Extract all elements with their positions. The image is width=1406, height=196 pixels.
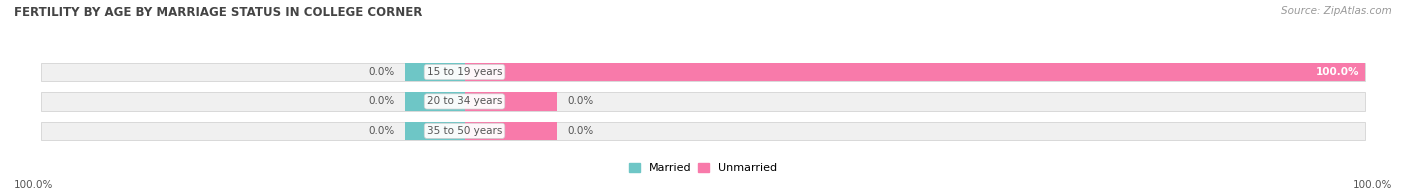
Text: FERTILITY BY AGE BY MARRIAGE STATUS IN COLLEGE CORNER: FERTILITY BY AGE BY MARRIAGE STATUS IN C… bbox=[14, 6, 422, 19]
Text: 20 to 34 years: 20 to 34 years bbox=[427, 96, 502, 106]
Bar bbox=[464, 92, 557, 111]
Bar bbox=[405, 122, 464, 140]
Text: 0.0%: 0.0% bbox=[368, 67, 394, 77]
Bar bbox=[405, 92, 464, 111]
Text: 100.0%: 100.0% bbox=[1316, 67, 1358, 77]
Text: 0.0%: 0.0% bbox=[568, 126, 595, 136]
Bar bbox=[41, 63, 1365, 81]
Bar bbox=[41, 122, 1365, 140]
Text: 0.0%: 0.0% bbox=[568, 96, 595, 106]
Bar bbox=[405, 63, 464, 81]
Bar bbox=[464, 63, 1365, 81]
Text: 0.0%: 0.0% bbox=[368, 96, 394, 106]
Bar bbox=[464, 122, 557, 140]
Text: 100.0%: 100.0% bbox=[14, 180, 53, 190]
Text: 15 to 19 years: 15 to 19 years bbox=[427, 67, 502, 77]
Legend: Married, Unmarried: Married, Unmarried bbox=[628, 163, 778, 173]
Text: Source: ZipAtlas.com: Source: ZipAtlas.com bbox=[1281, 6, 1392, 16]
Text: 100.0%: 100.0% bbox=[1353, 180, 1392, 190]
Text: 0.0%: 0.0% bbox=[368, 126, 394, 136]
Text: 35 to 50 years: 35 to 50 years bbox=[427, 126, 502, 136]
Bar bbox=[41, 92, 1365, 111]
